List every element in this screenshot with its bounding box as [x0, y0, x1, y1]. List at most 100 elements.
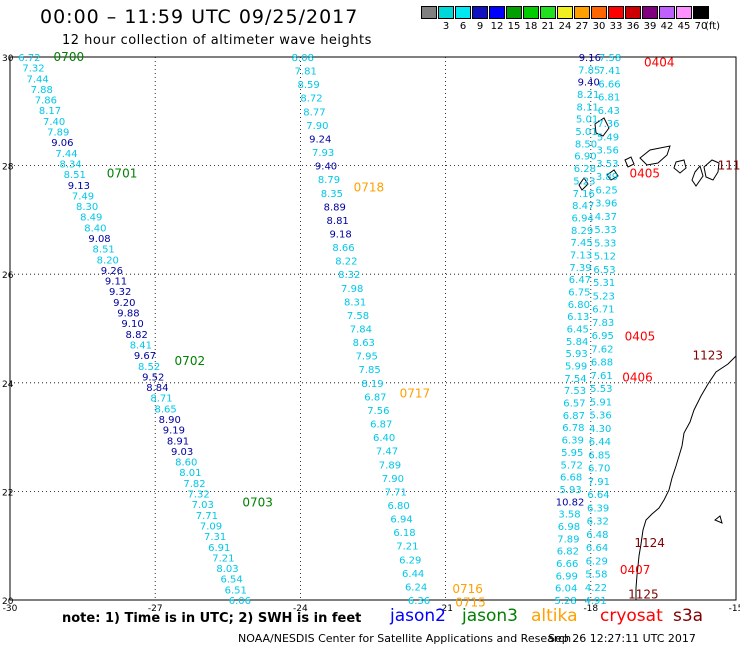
wave-height-value: 7.40	[43, 117, 65, 128]
wave-height-value: 7.89	[379, 460, 401, 471]
wave-height-value: 7.93	[312, 148, 334, 159]
canary-island-el-hierro	[606, 169, 619, 181]
wave-height-value: 5.23	[573, 176, 595, 187]
wave-height-value: 9.03	[171, 447, 193, 458]
colorbar-swatch	[659, 6, 675, 19]
wave-height-value: 7.54	[564, 374, 586, 385]
colorbar-swatch	[557, 6, 573, 19]
wave-height-value: 6.68	[560, 473, 582, 484]
wave-height-value: 8.71	[150, 394, 172, 405]
wave-height-value: 8.51	[64, 170, 86, 181]
wave-height-value: 5.28	[554, 596, 576, 607]
wave-height-value: 5.91	[590, 397, 612, 408]
wave-height-value: 7.49	[72, 191, 94, 202]
wave-height-value: 6.40	[373, 433, 395, 444]
wave-height-value: 6.64	[586, 543, 608, 554]
wave-height-value: 6.64	[587, 490, 609, 501]
wave-height-value: 6.81	[598, 93, 620, 104]
wave-height-value: 4.22	[585, 583, 607, 594]
wave-height-value: 7.21	[212, 553, 234, 564]
wave-height-value: 9.67	[134, 351, 156, 362]
wave-height-value: 6.57	[563, 399, 585, 410]
colorbar-label: 24	[558, 21, 572, 32]
canary-island-lanzarote	[703, 159, 720, 181]
pass-time-label: 0405	[625, 330, 656, 344]
colorbar-label: 9	[476, 21, 484, 32]
wave-height-value: 7.16	[573, 189, 595, 200]
wave-height-value: 6.54	[221, 575, 243, 586]
colorbar-swatch	[574, 6, 590, 19]
legend-cryosat: cryosat	[600, 606, 663, 626]
y-tick-label: 30	[2, 54, 14, 64]
wave-height-value: 9.10	[121, 319, 143, 330]
colorbar-label: 21	[541, 21, 555, 32]
canary-island-islet	[714, 515, 723, 524]
wave-height-value: 7.89	[47, 128, 69, 139]
wave-height-value: 8.47	[572, 201, 594, 212]
wave-height-value: 5.93	[559, 485, 581, 496]
wave-height-value: 8.17	[39, 106, 61, 117]
pass-time-label: 0716	[452, 582, 483, 596]
wave-height-value: 8.19	[361, 379, 383, 390]
wave-height-value: 7.03	[192, 500, 214, 511]
colorbar-unit: (ft)	[705, 21, 721, 32]
wave-height-value: 6.75	[568, 287, 590, 298]
wave-height-value: 7.44	[55, 149, 77, 160]
legend-s3a: s3a	[673, 606, 704, 626]
legend-altika: altika	[531, 606, 578, 626]
wave-height-value: 6.87	[563, 411, 585, 422]
canary-island-la-gomera	[624, 156, 635, 168]
wave-height-value: 9.26	[101, 266, 123, 277]
colorbar-label: 12	[490, 21, 504, 32]
wave-height-value: 8.84	[146, 383, 168, 394]
wave-height-value: 9.40	[578, 78, 600, 89]
wave-height-value: 6.44	[589, 437, 611, 448]
colorbar-label: 33	[609, 21, 623, 32]
wave-height-value: 7.88	[31, 85, 53, 96]
wave-height-value: 7.82	[183, 479, 205, 490]
wave-height-value: 6.78	[562, 423, 584, 434]
wave-height-value: 10.82	[556, 497, 585, 508]
canary-island-fuerteventura	[691, 164, 704, 187]
colorbar-swatch	[472, 6, 488, 19]
wave-height-value: 5.31	[593, 278, 615, 289]
canary-island-tenerife	[639, 145, 671, 166]
colorbar-swatch	[438, 6, 454, 19]
wave-height-value: 3.58	[558, 510, 580, 521]
wave-height-value: 5.01	[576, 115, 598, 126]
wave-height-value: 9.20	[113, 298, 135, 309]
wave-height-value: 9.19	[163, 426, 185, 437]
wave-height-value: 7.56	[367, 406, 389, 417]
wave-height-value: 7.44	[26, 74, 48, 85]
wave-height-value: 7.61	[591, 371, 613, 382]
colorbar-label: 3	[442, 21, 450, 32]
wave-height-value: 6.94	[390, 515, 412, 526]
wave-height-value: 8.34	[60, 159, 82, 170]
wave-height-value: 5.12	[594, 252, 616, 263]
wave-height-value: 7.86	[35, 96, 57, 107]
wave-height-value: 9.88	[117, 309, 139, 320]
x-tick-label: -24	[293, 604, 308, 614]
wave-height-value: 6.98	[558, 522, 580, 533]
wave-height-value: 9.18	[329, 229, 351, 240]
wave-height-value: 7.32	[22, 64, 44, 75]
wave-height-value: 8.59	[297, 80, 319, 91]
colorbar-swatch	[693, 6, 709, 19]
map-frame	[9, 56, 737, 601]
pass-time-label: 0717	[400, 387, 431, 401]
map-title: 00:00 – 11:59 UTC 09/25/2017	[40, 6, 359, 28]
wave-height-value: 6.87	[364, 392, 386, 403]
wave-height-value: 8.66	[332, 243, 354, 254]
wave-height-value: 4.91	[585, 596, 607, 607]
wave-height-value: 6.94	[572, 213, 594, 224]
colorbar-swatch	[523, 6, 539, 19]
x-tick-label: -15	[729, 604, 740, 614]
pass-time-label: 0702	[175, 354, 206, 368]
wave-height-value: 9.32	[109, 287, 131, 298]
wave-height-value: 6.85	[588, 450, 610, 461]
wave-height-value: 5.36	[589, 411, 611, 422]
wave-height-value: 6.43	[598, 106, 620, 117]
wave-height-value: 7.98	[341, 284, 363, 295]
wave-height-value: 8.30	[76, 202, 98, 213]
